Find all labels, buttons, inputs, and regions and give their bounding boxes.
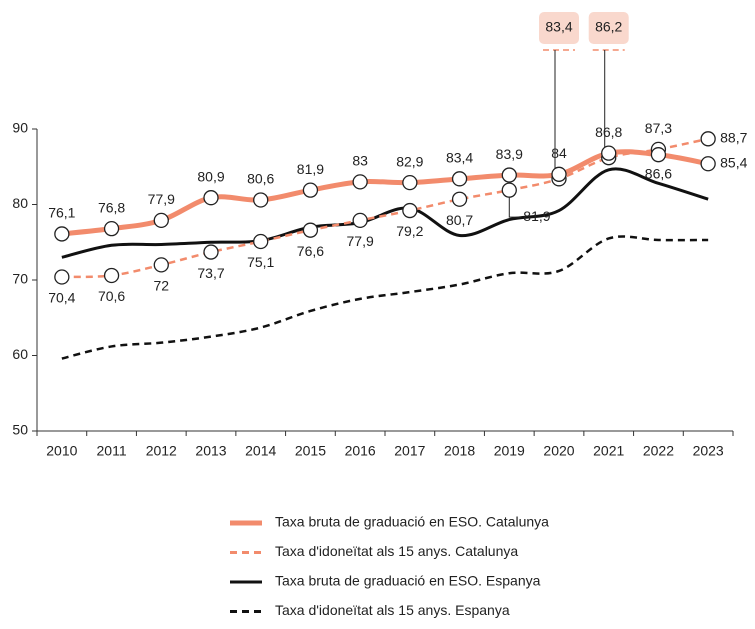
marker: [103, 267, 120, 284]
x-tick-label: 2015: [295, 443, 326, 459]
x-tick-label: 2020: [543, 443, 574, 459]
marker: [54, 269, 70, 285]
y-tick-label: 60: [12, 346, 28, 362]
series-line: [61, 167, 709, 259]
x-tick-label: 2011: [97, 443, 127, 459]
value-label: 80,6: [247, 171, 274, 187]
marker: [352, 212, 368, 229]
value-label: 88,7: [720, 130, 747, 146]
value-label: 70,6: [98, 288, 125, 304]
y-tick-label: 90: [12, 120, 28, 136]
marker: [253, 233, 269, 250]
value-label: 83,9: [496, 146, 523, 162]
marker: [402, 202, 418, 219]
marker: [551, 166, 567, 182]
marker: [203, 190, 219, 206]
y-tick-label: 50: [12, 422, 28, 438]
marker: [352, 174, 368, 190]
x-tick-label: 2018: [444, 443, 475, 459]
value-label: 83: [352, 153, 368, 169]
marker: [54, 226, 70, 242]
value-label: 86,6: [645, 165, 672, 181]
marker: [700, 156, 716, 172]
value-label: 76,8: [98, 199, 125, 215]
marker: [451, 171, 468, 187]
value-label: 75,1: [247, 254, 274, 270]
value-label: 84: [551, 145, 567, 161]
legend-label: Taxa bruta de graduació en ESO. Cataluny…: [275, 514, 549, 530]
value-label: 83,4: [446, 150, 473, 166]
legend-label: Taxa d'idoneïtat als 15 anys. Espanya: [275, 602, 510, 618]
marker: [501, 182, 517, 198]
marker: [402, 174, 418, 191]
value-label: 83,4: [545, 19, 572, 35]
legend-label: Taxa d'idoneïtat als 15 anys. Catalunya: [275, 543, 518, 559]
value-label: 80,9: [197, 168, 224, 184]
value-label: 76,1: [48, 205, 75, 221]
x-tick-label: 2022: [643, 443, 674, 459]
value-label: 86,2: [595, 19, 622, 35]
marker: [700, 131, 716, 147]
value-label: 85,4: [720, 154, 747, 170]
marker: [203, 244, 219, 260]
value-label: 86,8: [595, 124, 622, 140]
marker: [650, 147, 667, 163]
x-tick-label: 2013: [195, 443, 226, 459]
marker: [103, 221, 120, 237]
x-tick-label: 2017: [394, 443, 425, 459]
marker: [451, 191, 468, 207]
value-label: 80,7: [446, 212, 473, 228]
callout-box: [539, 12, 579, 44]
x-tick-label: 2016: [345, 443, 376, 459]
marker: [153, 257, 169, 273]
marker: [302, 222, 319, 238]
value-label: 77,9: [148, 191, 175, 207]
marker: [153, 212, 169, 229]
legend-label: Taxa bruta de graduació en ESO. Espanya: [275, 573, 541, 589]
x-tick-label: 2019: [494, 443, 525, 459]
value-label: 81,9: [297, 161, 324, 177]
value-label: 87,3: [645, 120, 672, 136]
x-tick-label: 2021: [593, 443, 624, 459]
value-label: 82,9: [396, 153, 423, 169]
series-line: [61, 235, 709, 360]
value-label: 81,9: [523, 208, 550, 224]
marker: [601, 145, 617, 161]
value-label: 72: [153, 278, 169, 294]
value-label: 73,7: [197, 265, 224, 281]
callout-box: [588, 12, 629, 44]
y-tick-label: 70: [12, 271, 28, 287]
x-tick-label: 2010: [46, 443, 77, 459]
value-label: 79,2: [396, 223, 423, 239]
value-label: 77,9: [347, 233, 374, 249]
y-tick-label: 80: [12, 195, 28, 211]
x-tick-label: 2023: [693, 443, 724, 459]
marker: [253, 192, 269, 208]
value-label: 70,4: [48, 290, 75, 306]
value-label: 76,6: [297, 243, 324, 259]
marker: [302, 182, 319, 198]
x-tick-label: 2012: [146, 443, 177, 459]
x-tick-label: 2014: [245, 443, 276, 459]
leader-line: [508, 197, 522, 218]
marker: [501, 167, 517, 183]
